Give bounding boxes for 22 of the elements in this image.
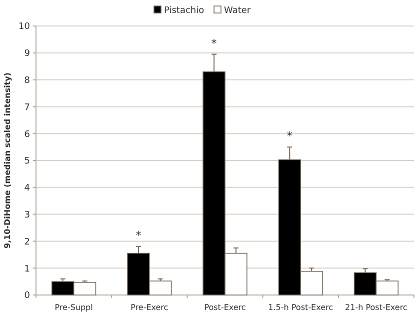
y-axis-title: 9,10-DiHome (median scaled intensity): [3, 72, 12, 249]
x-tick-label: 21-h Post-Exerc: [345, 303, 408, 312]
x-tick-label: Pre-Exerc: [130, 303, 168, 312]
x-tick-label: Post-Exerc: [204, 303, 246, 312]
legend-label: Water: [224, 6, 251, 16]
annotation: *: [286, 130, 293, 143]
y-tick-label: 9: [24, 49, 30, 60]
x-tick-label: 1.5-h Post-Exerc: [268, 303, 334, 312]
y-tick-label: 4: [24, 184, 30, 194]
y-tick-label: 10: [18, 22, 30, 32]
annotation: *: [136, 229, 142, 242]
annotation: *: [211, 36, 218, 50]
y-tick-label: 3: [24, 210, 30, 220]
y-tick-label: 5: [24, 156, 30, 167]
y-tick-label: 2: [24, 237, 30, 248]
y-tick-label: 7: [24, 102, 30, 113]
x-tick-label: Pre-Suppl: [54, 303, 93, 312]
y-tick-label: 6: [24, 130, 30, 140]
legend-label: Pistachio: [164, 6, 205, 16]
y-tick-label: 1: [24, 264, 30, 274]
y-tick-label: 8: [24, 76, 30, 86]
y-tick-label: 0: [24, 291, 30, 302]
